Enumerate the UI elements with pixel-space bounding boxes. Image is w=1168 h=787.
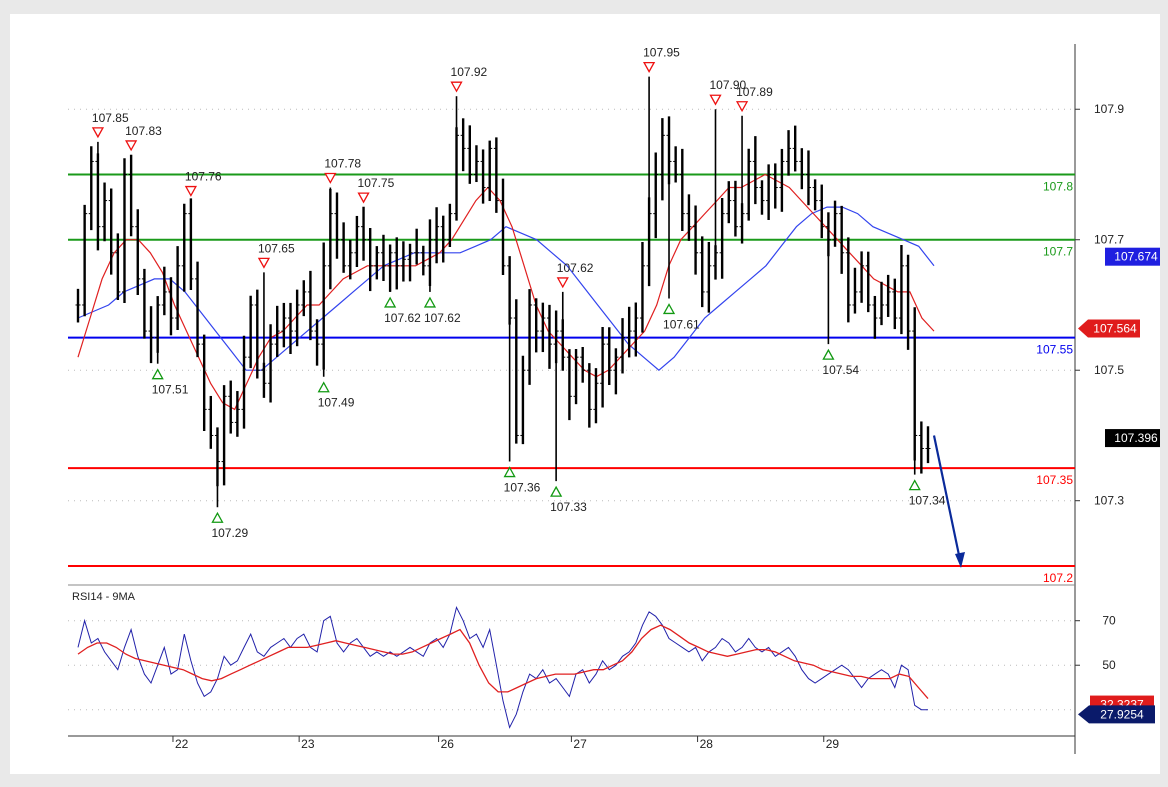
swing-low-marker [211, 511, 224, 523]
swing-high-label: 107.83 [125, 124, 162, 138]
swing-low-marker [822, 348, 835, 360]
swing-high-label: 107.92 [451, 65, 488, 79]
price-tick-label: 107.7 [1094, 233, 1124, 247]
level-label: 107.7 [1043, 245, 1073, 259]
rsi-line [77, 605, 928, 729]
swing-low-label: 107.54 [822, 363, 859, 377]
swing-low-marker [423, 296, 437, 308]
projection-arrow [932, 435, 962, 561]
slow-moving-average [77, 206, 935, 371]
swing-high-label: 107.78 [324, 157, 361, 171]
price-badge [1078, 319, 1140, 338]
time-tick-label: 29 [826, 737, 840, 751]
usdjpy-chart: 107.8 107.7 107.55 107.35 107.2 107.85107.83… [68, 44, 1160, 754]
swing-high-label: 107.85 [92, 111, 129, 125]
rsi-badge-label: 27.9254 [1100, 707, 1144, 721]
level-label: 107.8 [1043, 179, 1073, 193]
price-tick-label: 107.5 [1094, 363, 1124, 377]
swing-low-marker [908, 479, 921, 491]
swing-low-label: 107.61 [663, 317, 700, 331]
swing-high-label: 107.62 [557, 261, 594, 275]
swing-high-label: 107.89 [736, 85, 773, 99]
swing-low-marker [151, 368, 164, 380]
swing-low-marker [662, 303, 676, 315]
rsi-ma-line [77, 624, 929, 700]
time-tick-label: 23 [301, 737, 315, 751]
level-label: 107.55 [1036, 343, 1073, 357]
swing-high-marker [184, 185, 197, 197]
swing-low-marker [317, 381, 330, 393]
swing-high-label: 107.75 [358, 176, 395, 190]
price-badge [1105, 429, 1160, 448]
swing-high-marker [556, 277, 569, 289]
swing-high-marker [642, 61, 656, 73]
swing-high-marker [450, 81, 463, 93]
time-tick-label: 22 [175, 737, 189, 751]
chart-frame: 107.8 107.7 107.55 107.35 107.2 107.85 107.83… [10, 14, 1160, 774]
swing-low-label: 107.34 [909, 494, 946, 508]
swing-low-label: 107.36 [504, 481, 541, 495]
swing-low-marker [550, 485, 563, 497]
swing-high-marker [735, 101, 749, 113]
price-badge [1105, 247, 1160, 266]
price-badge-label: 107.674 [1114, 250, 1158, 264]
level-label: 107.2 [1043, 571, 1073, 585]
swing-high-marker [357, 192, 370, 204]
swing-high-label: 107.90 [710, 78, 747, 92]
swing-high-label: 107.65 [258, 241, 295, 255]
swing-low-label: 107.49 [318, 396, 355, 410]
level-label: 107.35 [1036, 473, 1073, 487]
price-badge-label: 107.564 [1093, 321, 1137, 335]
price-tick-label: 107.9 [1094, 102, 1124, 116]
swing-high-label: 107.76 [185, 170, 222, 184]
time-tick-label: 28 [700, 737, 714, 751]
swing-low-marker [503, 466, 516, 478]
time-tick-label: 26 [441, 737, 455, 751]
swing-low-label: 107.29 [211, 526, 248, 540]
rsi-badge [1078, 705, 1155, 724]
swing-high-label: 107.95 [643, 46, 680, 60]
swing-high-marker [125, 140, 138, 152]
swing-high-marker [257, 257, 271, 269]
rsi-tick-label: 50 [1102, 658, 1116, 672]
swing-high-marker [91, 127, 105, 139]
projection-arrow-head [955, 551, 965, 568]
price-badge-label: 107.396 [1114, 431, 1158, 445]
indicator-title: RSI14 - 9MA [72, 591, 136, 603]
swing-low-label: 107.62 [424, 311, 461, 325]
price-tick-label: 107.3 [1094, 494, 1124, 508]
swing-high-marker [324, 172, 337, 184]
swing-low-label: 107.33 [550, 500, 587, 514]
fast-moving-average [77, 173, 935, 411]
swing-low-label: 107.51 [152, 383, 189, 397]
swing-low-label: 107.62 [384, 311, 421, 325]
time-tick-label: 27 [573, 737, 587, 751]
swing-low-marker [384, 296, 397, 308]
rsi-tick-label: 70 [1102, 614, 1116, 628]
swing-high-marker [709, 94, 722, 106]
